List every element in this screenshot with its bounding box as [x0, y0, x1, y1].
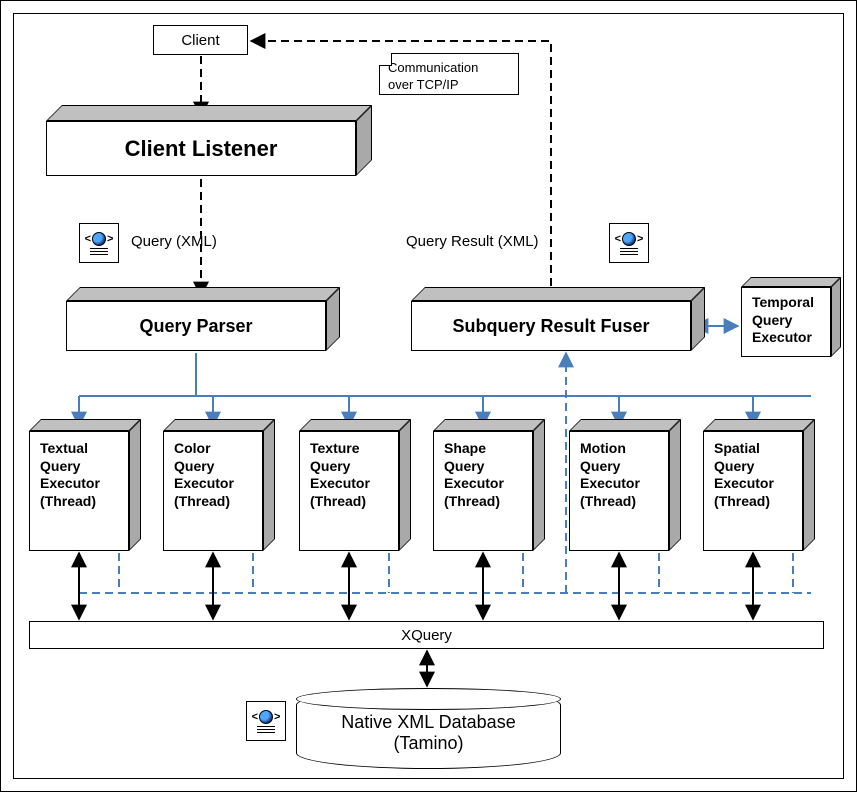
color-query-executor-box: ColorQueryExecutor(Thread): [163, 431, 263, 551]
xquery-box: XQuery: [29, 621, 824, 649]
motion-query-executor-box-label: MotionQueryExecutor(Thread): [569, 431, 669, 551]
textual-query-executor-box-label: TextualQueryExecutor(Thread): [29, 431, 129, 551]
native-xml-database: Native XML Database(Tamino): [296, 689, 561, 769]
xml-icon-left-icon: <>: [79, 223, 119, 263]
client-listener-box-label: Client Listener: [46, 121, 356, 176]
spatial-query-executor-box-label: SpatialQueryExecutor(Thread): [703, 431, 803, 551]
db-label-1: Native XML Database: [341, 712, 515, 733]
xml-icon-right-icon: <>: [609, 223, 649, 263]
temporal-query-executor-box-label: TemporalQueryExecutor: [741, 287, 831, 357]
shape-query-executor-box-label: ShapeQueryExecutor(Thread): [433, 431, 533, 551]
client-listener-box: Client Listener: [46, 121, 356, 176]
note-line1: Communication: [388, 60, 510, 77]
query-parser-box: Query Parser: [66, 301, 326, 351]
texture-query-executor-box-label: TextureQueryExecutor(Thread): [299, 431, 399, 551]
subquery-result-fuser-box: Subquery Result Fuser: [411, 301, 691, 351]
db-label-2: (Tamino): [393, 733, 463, 754]
texture-query-executor-box: TextureQueryExecutor(Thread): [299, 431, 399, 551]
motion-query-executor-box: MotionQueryExecutor(Thread): [569, 431, 669, 551]
spatial-query-executor-box: SpatialQueryExecutor(Thread): [703, 431, 803, 551]
communication-note: Communicationover TCP/IP: [379, 53, 519, 95]
note-line2: over TCP/IP: [388, 77, 510, 94]
textual-query-executor-box: TextualQueryExecutor(Thread): [29, 431, 129, 551]
temporal-query-executor-box: TemporalQueryExecutor: [741, 287, 831, 357]
color-query-executor-box-label: ColorQueryExecutor(Thread): [163, 431, 263, 551]
query-xml-label: Query (XML): [131, 233, 217, 250]
query-result-xml-label: Query Result (XML): [406, 233, 539, 250]
query-parser-box-label: Query Parser: [66, 301, 326, 351]
xml-icon-db-icon: <>: [246, 701, 286, 741]
client-box: Client: [153, 25, 248, 55]
subquery-result-fuser-box-label: Subquery Result Fuser: [411, 301, 691, 351]
shape-query-executor-box: ShapeQueryExecutor(Thread): [433, 431, 533, 551]
diagram-stage: Client Client Listener Query Parser Subquer…: [0, 0, 857, 792]
